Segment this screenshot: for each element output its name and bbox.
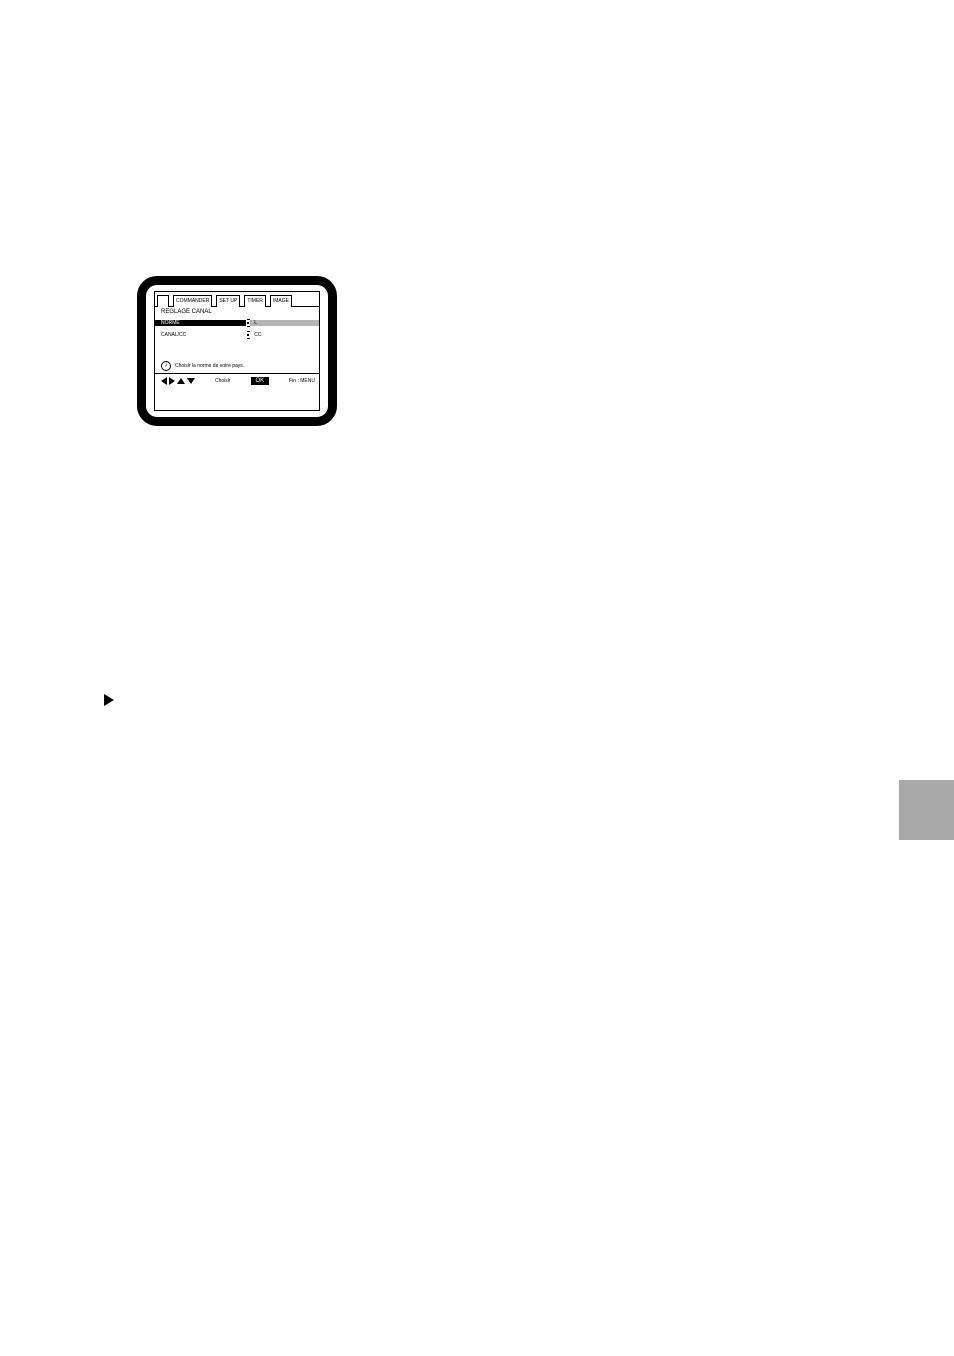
tv-frame: COMMANDER SET UP TIMER IMAGE REGLAGE CAN… xyxy=(137,276,337,426)
play-icon-triangle xyxy=(104,694,114,706)
page-side-tab xyxy=(899,780,954,840)
tv-row-norme-sep xyxy=(246,317,250,329)
arrow-right-icon xyxy=(169,377,175,385)
tv-tab-image[interactable]: IMAGE xyxy=(270,295,292,307)
ok-button[interactable]: OK xyxy=(251,377,270,385)
tv-bottom-text: Choisir xyxy=(215,378,231,384)
tv-tab-setup[interactable]: SET UP xyxy=(216,295,240,307)
tv-tabs: COMMANDER SET UP TIMER IMAGE xyxy=(155,292,319,307)
tv-spacer xyxy=(155,341,319,357)
arrow-left-icon xyxy=(161,377,167,385)
tv-menu-title: REGLAGE CANAL xyxy=(155,307,319,317)
tv-row-norme[interactable]: NORME L xyxy=(155,317,319,329)
tv-row-canal[interactable]: CANAL/CC CC xyxy=(155,329,319,341)
tv-tab-commander[interactable]: COMMANDER xyxy=(173,295,212,307)
tv-row-canal-sep xyxy=(246,329,250,341)
tv-bottom-bar: Choisir OK Fin : MENU xyxy=(155,373,319,388)
tv-row-norme-label: NORME xyxy=(155,320,246,326)
tv-row-norme-value: L xyxy=(250,320,319,326)
tv-nav-glyphs xyxy=(161,377,195,385)
tv-tab-blank[interactable] xyxy=(157,295,169,307)
play-icon xyxy=(104,694,114,706)
arrow-up-icon xyxy=(177,378,185,384)
info-icon: i xyxy=(161,361,171,371)
tv-info-text: Choisir la norme de votre pays. xyxy=(175,363,244,369)
tv-tab-timer[interactable]: TIMER xyxy=(244,295,266,307)
tv-info-row: i Choisir la norme de votre pays. xyxy=(155,357,319,373)
tv-row-canal-label: CANAL/CC xyxy=(155,332,246,338)
tv-row-canal-value: CC xyxy=(250,332,319,338)
arrow-down-icon xyxy=(187,378,195,384)
tv-screenshot: COMMANDER SET UP TIMER IMAGE REGLAGE CAN… xyxy=(137,276,337,426)
tv-inner: COMMANDER SET UP TIMER IMAGE REGLAGE CAN… xyxy=(154,291,320,411)
tv-bottom-end: Fin : MENU xyxy=(289,378,315,384)
